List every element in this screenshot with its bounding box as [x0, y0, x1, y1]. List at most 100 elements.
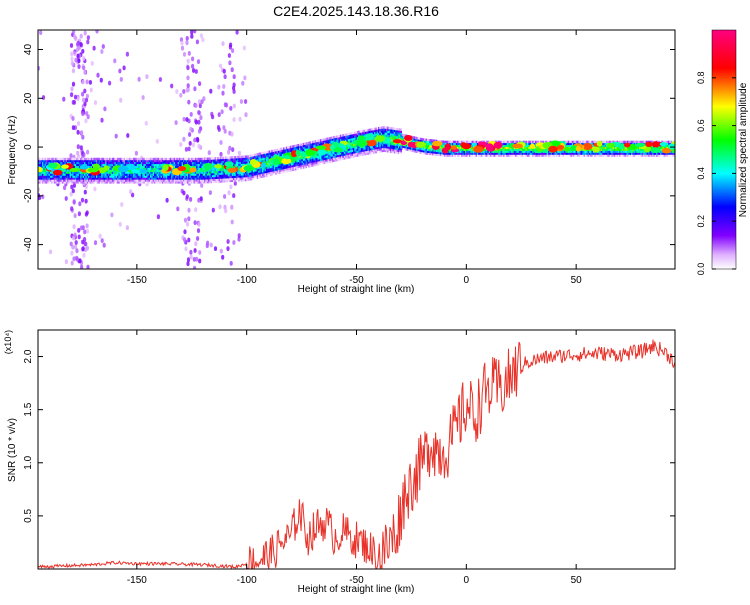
spectrogram-cell	[144, 173, 147, 176]
spectrogram-cell	[82, 175, 85, 178]
spectrogram-cell	[222, 178, 225, 181]
spectrogram-cell	[351, 151, 354, 154]
spectrogram-cell	[347, 156, 350, 159]
spectrogram-speckle	[85, 223, 89, 229]
spectrogram-cell	[81, 173, 84, 176]
spectrogram-cell	[408, 146, 410, 150]
spectrogram-cell	[63, 173, 65, 176]
spectrogram-speckle	[100, 117, 104, 123]
spectrogram-cell	[466, 152, 468, 155]
spectrogram-cell	[156, 169, 159, 172]
spectrogram-cell	[320, 141, 322, 144]
spectrogram-cell	[271, 167, 273, 170]
spectrogram-speckle	[82, 152, 86, 158]
spectrogram-cell	[140, 163, 143, 166]
spectrogram-cell	[308, 143, 310, 146]
spectrogram-cell	[65, 159, 68, 163]
spectrogram-cell	[399, 149, 401, 153]
spectrogram-cell	[301, 162, 304, 166]
spectrogram-cell	[321, 154, 323, 157]
spectrogram-speckle	[83, 30, 87, 36]
spectrogram-cell	[291, 145, 293, 148]
spectrogram-cell	[210, 174, 213, 178]
spectrogram-cell	[152, 159, 155, 163]
spectrogram-cell	[291, 147, 293, 150]
spectrogram-cell	[313, 156, 315, 159]
spectrogram-cell	[384, 128, 387, 131]
spectrogram-cell	[263, 155, 265, 158]
spectrogram-cell	[154, 179, 156, 182]
spectrogram-cell	[343, 153, 346, 156]
spectrogram-cell	[338, 158, 341, 161]
spectrogram-cell	[500, 146, 503, 149]
spectrogram-cell	[395, 127, 397, 131]
spectrogram-cell	[69, 171, 72, 174]
spectrogram-cell	[354, 145, 356, 148]
spectrogram-cell	[69, 179, 72, 182]
spectrogram-cell	[299, 167, 301, 170]
spectrogram-cell	[463, 140, 466, 144]
spectrogram-speckle	[92, 45, 96, 51]
spectrogram-cell	[447, 152, 450, 155]
spectrogram-cell	[103, 179, 106, 182]
spectrogram-cell	[302, 160, 305, 163]
spectrogram-cell	[140, 167, 143, 170]
spectrogram-cell	[147, 165, 149, 168]
spectrogram-cell	[322, 159, 325, 163]
spectrogram-cell	[310, 162, 313, 165]
spectrogram-cell	[205, 179, 207, 182]
spectrogram-cell	[339, 158, 342, 161]
spectrogram-cell	[43, 165, 45, 168]
spectrogram-cell	[297, 146, 300, 149]
spectrogram-cell	[389, 134, 392, 138]
spectrogram-cell	[387, 146, 389, 149]
spectrogram-cell	[172, 161, 174, 165]
spectrogram-cell	[507, 144, 509, 147]
spectrogram-cell	[156, 167, 159, 170]
spectrogram-cell	[142, 173, 144, 176]
spectrogram-cell	[396, 128, 399, 131]
spectrogram-cell	[353, 145, 355, 148]
spectrogram-cell	[322, 156, 325, 159]
spectrogram-cell	[173, 177, 176, 180]
spectrogram-cell	[130, 161, 132, 165]
spectrogram-cell	[459, 140, 462, 144]
spectrogram-cell	[469, 142, 471, 146]
spectrogram-cell	[329, 158, 331, 161]
spectrogram-cell	[171, 175, 173, 178]
spectrogram-cell	[186, 179, 189, 182]
spectrogram-cell	[363, 129, 366, 133]
spectrogram-cell	[275, 152, 277, 156]
spectrogram-cell	[110, 175, 113, 178]
spectrogram-cell	[103, 175, 106, 178]
spectrogram-cell	[490, 152, 492, 155]
spectrogram-cell	[509, 140, 512, 144]
spectrogram-cell	[488, 150, 491, 153]
spectrogram-cell	[122, 177, 124, 180]
spectrogram-cell	[202, 159, 205, 163]
spectrogram-cell	[102, 173, 105, 176]
spectrogram-cell	[160, 161, 163, 165]
spectrogram-cell	[503, 142, 505, 146]
spectrogram-cell	[523, 152, 525, 155]
spectrogram-speckle	[187, 146, 191, 152]
spectrogram-cell	[304, 144, 306, 147]
spectrogram-cell	[163, 177, 165, 180]
spectrogram-cell	[77, 171, 80, 174]
spectrogram-cell	[430, 143, 433, 146]
spectrogram-cell	[501, 142, 504, 146]
spectrogram-cell	[40, 173, 43, 176]
spectrogram-cell	[472, 150, 475, 153]
spectrogram-cell	[465, 140, 467, 144]
spectrogram-cell	[200, 175, 202, 178]
spectrogram-cell	[426, 140, 429, 144]
spectrogram-cell	[102, 177, 105, 180]
spectrogram-cell	[156, 173, 159, 176]
spectrogram-cell	[78, 179, 81, 182]
spectrogram-cell	[366, 138, 368, 142]
spectrogram-cell	[76, 165, 78, 168]
spectrogram-cell	[302, 166, 305, 169]
spectrogram-cell	[516, 154, 518, 157]
spectrogram-cell	[495, 150, 497, 153]
spectrogram-cell	[197, 175, 200, 178]
